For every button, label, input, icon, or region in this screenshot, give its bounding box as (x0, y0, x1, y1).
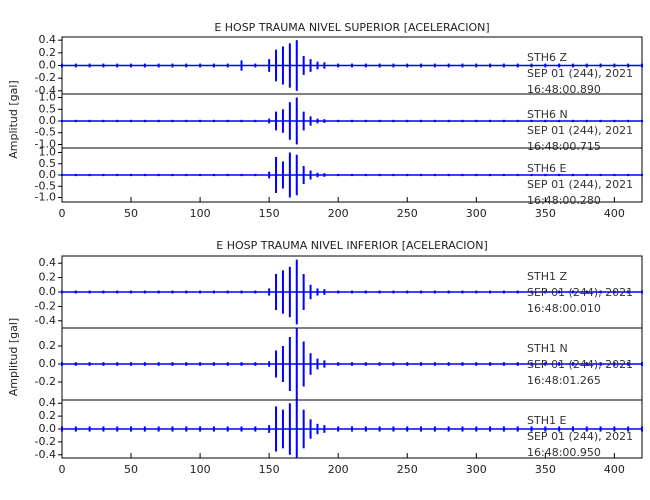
y-tick-label: -0.5 (35, 126, 56, 139)
y-tick-label: 0.2 (39, 46, 57, 59)
x-tick-label: 100 (190, 463, 211, 476)
trace-date: SEP 01 (244), 2021 (527, 358, 633, 371)
x-tick-label: 150 (259, 463, 280, 476)
y-tick-label: 1.0 (39, 91, 57, 104)
x-tick-label: 50 (124, 207, 138, 220)
y-tick-label: 0.0 (39, 422, 57, 435)
x-tick-label: 50 (124, 463, 138, 476)
trace-name: STH6 N (527, 108, 568, 121)
x-tick-label: 0 (59, 463, 66, 476)
x-tick-label: 150 (259, 207, 280, 220)
trace-date: SEP 01 (244), 2021 (527, 286, 633, 299)
y-tick-label: -1.0 (35, 191, 56, 204)
trace-date: SEP 01 (244), 2021 (527, 124, 633, 137)
y-tick-label: 0.4 (39, 396, 57, 409)
y-tick-label: -0.2 (35, 435, 56, 448)
x-tick-label: 400 (604, 207, 625, 220)
x-tick-label: 250 (397, 207, 418, 220)
trace-date: SEP 01 (244), 2021 (527, 178, 633, 191)
chart-title: E HOSP TRAUMA NIVEL SUPERIOR [ACELERACIO… (214, 21, 489, 34)
x-tick-label: 250 (397, 463, 418, 476)
trace-time: 16:48:01.265 (527, 374, 601, 387)
trace-time: 16:48:00.010 (527, 302, 601, 315)
trace-name: STH1 N (527, 342, 568, 355)
x-tick-label: 100 (190, 207, 211, 220)
trace-name: STH1 Z (527, 270, 567, 283)
trace-date: SEP 01 (244), 2021 (527, 67, 633, 80)
y-axis-label: Amplitud [gal] (7, 80, 20, 158)
x-tick-label: 0 (59, 207, 66, 220)
y-tick-label: -0.4 (35, 314, 56, 327)
y-tick-label: 0.0 (39, 59, 57, 72)
y-tick-label: -0.5 (35, 179, 56, 192)
y-tick-label: 0.0 (39, 168, 57, 181)
y-tick-label: 0.5 (39, 102, 57, 115)
trace-time: 16:48:00.890 (527, 83, 601, 96)
trace-date: SEP 01 (244), 2021 (527, 430, 633, 443)
trace-time: 16:48:00.950 (527, 446, 601, 459)
x-tick-label: 300 (466, 207, 487, 220)
y-tick-label: 0.4 (39, 256, 57, 269)
y-tick-label: -0.4 (35, 448, 56, 461)
y-tick-label: -0.2 (35, 71, 56, 84)
y-axis-label: Amplitud [gal] (7, 318, 20, 396)
y-tick-label: -0.2 (35, 299, 56, 312)
trace-name: STH1 E (527, 414, 566, 427)
y-tick-label: 0.0 (39, 357, 57, 370)
y-tick-label: -0.4 (35, 84, 56, 97)
y-tick-label: 1.0 (39, 146, 57, 159)
y-tick-label: 0.0 (39, 114, 57, 127)
x-tick-label: 200 (328, 463, 349, 476)
x-tick-label: 350 (535, 463, 556, 476)
y-tick-label: 0.0 (39, 285, 57, 298)
y-tick-label: 0.2 (39, 339, 57, 352)
x-tick-label: 400 (604, 463, 625, 476)
y-tick-label: -1.0 (35, 137, 56, 150)
y-tick-label: -0.2 (35, 375, 56, 388)
x-tick-label: 300 (466, 463, 487, 476)
trace-time: 16:48:00.280 (527, 194, 601, 207)
y-tick-label: 0.5 (39, 157, 57, 170)
trace-time: 16:48:00.715 (527, 140, 601, 153)
y-tick-label: 0.2 (39, 409, 57, 422)
y-tick-label: 0.4 (39, 33, 57, 46)
trace-name: STH6 E (527, 162, 566, 175)
trace-name: STH6 Z (527, 51, 567, 64)
chart-title: E HOSP TRAUMA NIVEL INFERIOR [ACELERACIO… (216, 239, 487, 252)
y-tick-label: 0.2 (39, 271, 57, 284)
x-tick-label: 200 (328, 207, 349, 220)
x-tick-label: 350 (535, 207, 556, 220)
